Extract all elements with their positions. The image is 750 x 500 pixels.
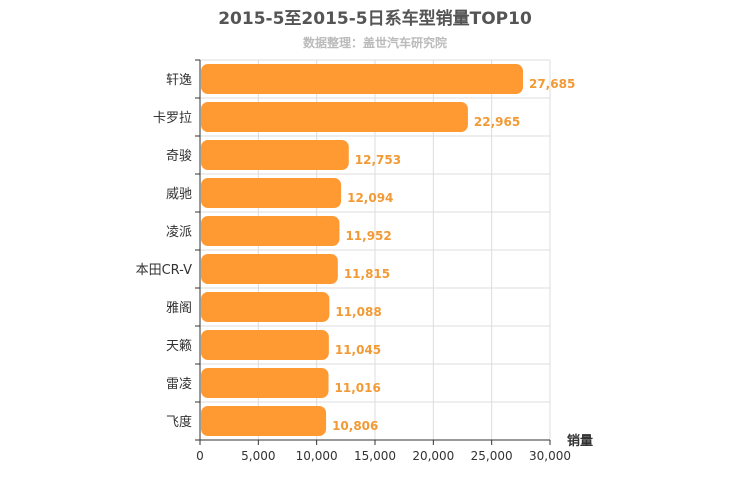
data-label: 12,094 [347,191,393,205]
bar [201,216,340,246]
data-label: 11,952 [345,229,391,243]
bar [201,368,329,398]
category-label: 奇骏 [166,148,192,164]
bar [201,292,330,322]
category-label: 天籁 [166,339,192,354]
x-axis-title: 销量 [567,433,593,449]
bar [201,178,342,208]
category-label: 威驰 [166,187,192,202]
x-tick-label: 10,000 [296,449,338,463]
bar [201,64,523,94]
x-tick-label: 5,000 [241,449,275,463]
bar [201,102,468,132]
category-label: 本田CR-V [136,263,193,278]
x-tick-label: 0 [196,449,204,463]
x-tick-label: 20,000 [412,449,454,463]
bar [201,140,349,170]
data-label: 11,815 [344,267,390,281]
data-label: 27,685 [529,77,575,91]
data-label: 11,016 [335,381,381,395]
category-label: 轩逸 [166,73,192,88]
bars-group: 27,685 22,965 12,753 12,094 11,952 11,815 11,0… [201,64,575,436]
data-label: 22,965 [474,115,520,129]
x-tick-label: 30,000 [529,449,571,463]
category-label: 凌派 [166,225,192,240]
data-label: 11,088 [335,305,381,319]
x-tick-label: 15,000 [354,449,396,463]
grid-lines [200,59,551,440]
chart-title: 2015-5至2015-5日系车型销量TOP10 [218,8,532,29]
category-label: 卡罗拉 [153,111,192,126]
data-label: 10,806 [332,419,378,433]
category-label: 雅阁 [166,301,192,316]
x-tick-label: 25,000 [471,449,513,463]
category-label: 雷凌 [166,377,192,392]
category-label: 飞度 [166,414,192,430]
data-label: 11,045 [335,343,381,357]
bar [201,330,329,360]
bar [201,406,327,436]
data-label: 12,753 [355,153,401,167]
bar [201,254,338,284]
chart-subtitle: 数据整理：盖世汽车研究院 [303,35,447,50]
